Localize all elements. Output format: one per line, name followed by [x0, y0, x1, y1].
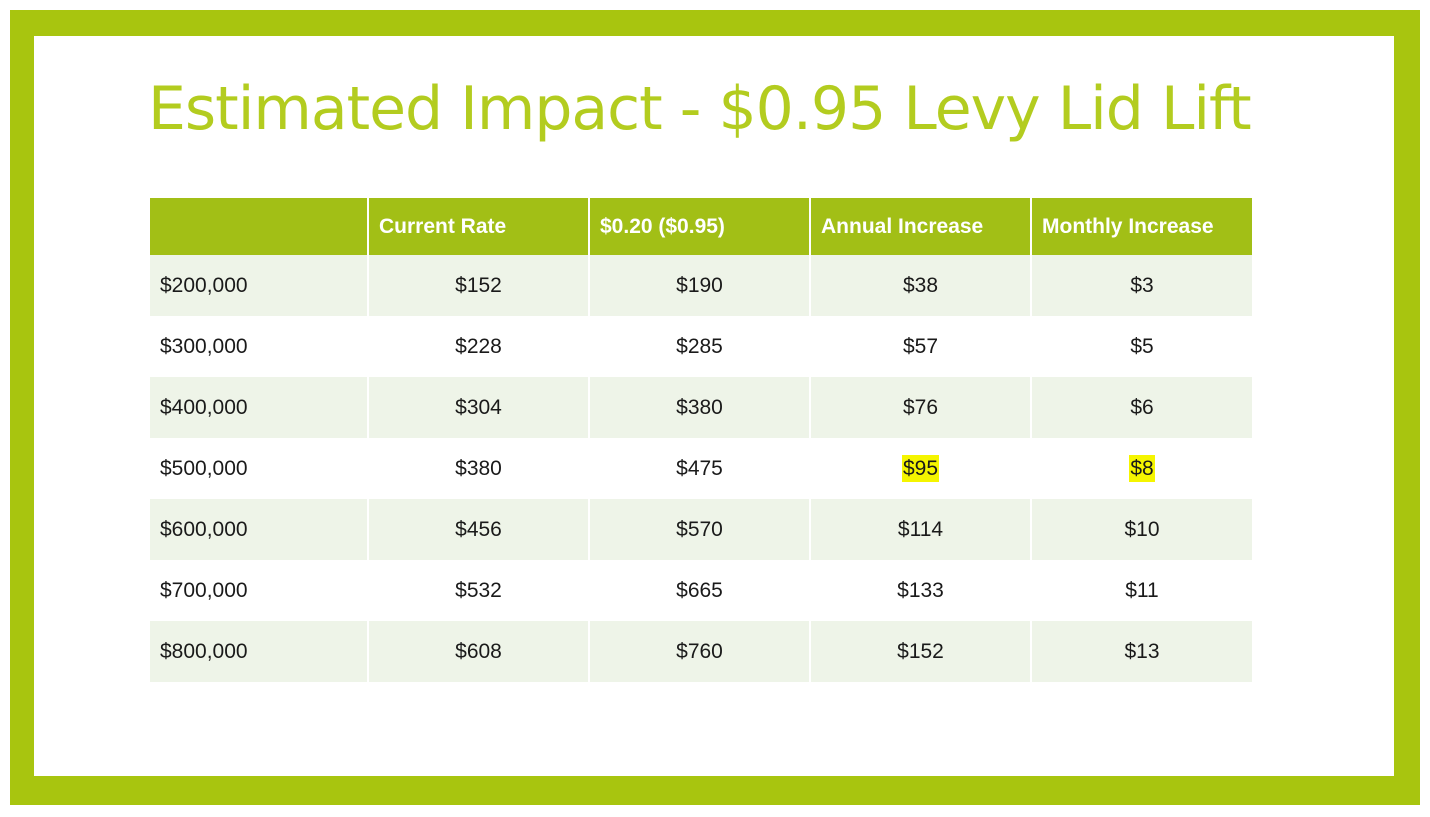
monthly-increase-cell: $10 — [1031, 499, 1252, 560]
annual-increase-cell: $152 — [810, 621, 1032, 682]
monthly-increase-cell: $8 — [1031, 438, 1252, 499]
header-current-rate: Current Rate — [368, 198, 590, 255]
slide-content: Estimated Impact - $0.95 Levy Lid Lift C… — [34, 36, 1394, 776]
home-value-cell: $600,000 — [150, 499, 369, 560]
monthly-increase-cell: $3 — [1031, 255, 1252, 316]
current-rate-cell: $152 — [368, 255, 590, 316]
home-value-cell: $200,000 — [150, 255, 369, 316]
highlighted-value: $8 — [1129, 454, 1155, 482]
current-rate-cell: $228 — [368, 316, 590, 377]
monthly-increase-cell: $6 — [1031, 377, 1252, 438]
annual-increase-cell: $95 — [810, 438, 1032, 499]
slide-title: Estimated Impact - $0.95 Levy Lid Lift — [148, 74, 1252, 144]
current-rate-cell: $456 — [368, 499, 590, 560]
annual-increase-cell: $38 — [810, 255, 1032, 316]
header-monthly-increase: Monthly Increase — [1031, 198, 1252, 255]
impact-table: Current Rate $0.20 ($0.95) Annual Increa… — [150, 198, 1252, 682]
table-row: $700,000 $532 $665 $133 $11 — [150, 560, 1252, 621]
table-row: $300,000 $228 $285 $57 $5 — [150, 316, 1252, 377]
current-rate-cell: $304 — [368, 377, 590, 438]
header-home-value — [150, 198, 369, 255]
home-value-cell: $500,000 — [150, 438, 369, 499]
new-rate-cell: $475 — [589, 438, 811, 499]
home-value-cell: $400,000 — [150, 377, 369, 438]
annual-increase-cell: $76 — [810, 377, 1032, 438]
current-rate-cell: $608 — [368, 621, 590, 682]
annual-increase-cell: $57 — [810, 316, 1032, 377]
new-rate-cell: $285 — [589, 316, 811, 377]
monthly-increase-cell: $5 — [1031, 316, 1252, 377]
current-rate-cell: $532 — [368, 560, 590, 621]
table-header-row: Current Rate $0.20 ($0.95) Annual Increa… — [150, 198, 1252, 255]
home-value-cell: $300,000 — [150, 316, 369, 377]
header-annual-increase: Annual Increase — [810, 198, 1032, 255]
annual-increase-cell: $133 — [810, 560, 1032, 621]
current-rate-cell: $380 — [368, 438, 590, 499]
table-row: $400,000 $304 $380 $76 $6 — [150, 377, 1252, 438]
new-rate-cell: $190 — [589, 255, 811, 316]
new-rate-cell: $380 — [589, 377, 811, 438]
table-row: $800,000 $608 $760 $152 $13 — [150, 621, 1252, 682]
table-row: $500,000 $380 $475 $95 $8 — [150, 438, 1252, 499]
home-value-cell: $800,000 — [150, 621, 369, 682]
monthly-increase-cell: $11 — [1031, 560, 1252, 621]
table-row: $200,000 $152 $190 $38 $3 — [150, 255, 1252, 316]
table-row: $600,000 $456 $570 $114 $10 — [150, 499, 1252, 560]
new-rate-cell: $760 — [589, 621, 811, 682]
home-value-cell: $700,000 — [150, 560, 369, 621]
highlighted-value: $95 — [901, 454, 940, 482]
annual-increase-cell: $114 — [810, 499, 1032, 560]
header-new-rate: $0.20 ($0.95) — [589, 198, 811, 255]
new-rate-cell: $665 — [589, 560, 811, 621]
new-rate-cell: $570 — [589, 499, 811, 560]
monthly-increase-cell: $13 — [1031, 621, 1252, 682]
slide-frame: Estimated Impact - $0.95 Levy Lid Lift C… — [10, 10, 1420, 805]
